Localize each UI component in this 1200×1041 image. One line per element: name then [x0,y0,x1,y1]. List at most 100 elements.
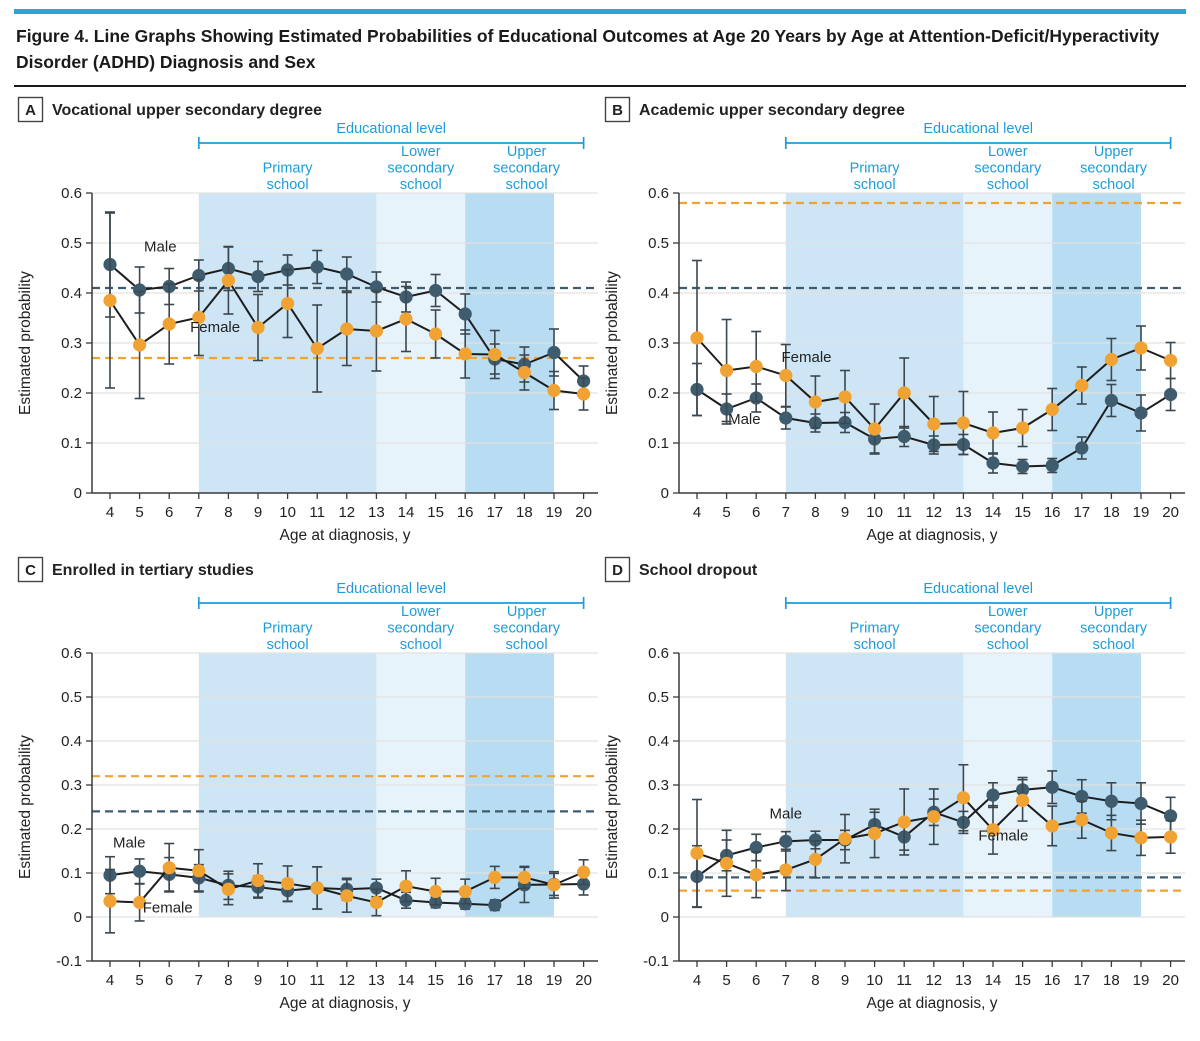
data-point [720,363,734,377]
series-label-male: Male [728,411,761,428]
series-label-female: Female [143,899,193,916]
data-point [690,846,704,860]
data-point [1164,808,1178,822]
y-tick-label: 0.5 [61,235,82,252]
band-label-line: school [506,177,548,193]
x-tick-label: 13 [368,504,385,521]
y-tick-label: 0 [74,485,82,502]
x-tick-label: 10 [866,504,883,521]
x-tick-label: 12 [925,504,942,521]
data-point [1016,420,1030,435]
x-tick-label: 7 [195,972,203,989]
x-axis-title: Age at diagnosis, y [867,995,998,1012]
x-tick-label: 7 [782,972,790,989]
y-tick-label: 0.6 [61,645,82,662]
panel-title: Academic upper secondary degree [639,102,905,119]
x-tick-label: 15 [1014,504,1031,521]
y-axis-title: Estimated probability [17,734,34,878]
panel-title: School dropout [639,562,758,579]
y-tick-label: 0.5 [61,689,82,706]
data-point [1164,829,1178,844]
x-tick-label: 4 [693,504,701,521]
data-point [1045,818,1059,833]
band-label-line: Upper [507,144,547,160]
series-label-male: Male [770,805,803,822]
data-point [547,877,561,891]
data-point [808,852,822,866]
series-female: Female [690,763,1178,908]
band-label-line: school [267,637,309,653]
panel-header: B Academic upper secondary degree [604,96,905,122]
data-point [399,311,413,326]
reference-lines [679,875,1185,892]
data-point [986,788,1000,802]
data-point [897,814,911,829]
y-axis-title: Estimated probability [604,734,621,878]
data-point [1045,458,1059,472]
data-point [1134,796,1148,810]
title-divider [14,84,1186,87]
band-label-line: Upper [507,604,547,620]
y-tick-label: 0.6 [648,645,669,662]
band-label-line: secondary [1080,160,1148,176]
y-tick-label: 0.1 [648,865,669,882]
x-tick-label: 14 [398,972,415,989]
data-point [310,259,324,274]
top-rule [14,9,1186,14]
x-tick-label: 12 [925,972,942,989]
x-tick-label: 9 [841,972,849,989]
x-tick-label: 8 [811,972,819,989]
data-point [251,269,265,283]
y-tick-label: 0.2 [648,821,669,838]
data-point [1104,393,1118,407]
x-tick-label: 16 [1044,504,1061,521]
data-point [1104,794,1118,808]
x-tick-label: 8 [811,504,819,521]
data-point [369,323,383,338]
x-tick-label: 9 [254,504,262,521]
band-label-line: Lower [988,604,1028,620]
x-tick-label: 5 [135,504,143,521]
educational-level-bracket: Educational levelPrimaryschoolLowersecon… [197,581,585,653]
x-tick-label: 5 [722,504,730,521]
series-label-female: Female [190,319,240,336]
x-tick-label: 5 [722,972,730,989]
x-tick-label: 20 [1162,504,1179,521]
y-tick-label: 0.3 [648,777,669,794]
axes: 0 0.1 0.2 0.3 0.4 0.5 0.6 4 5 6 7 8 9 10 11 12 13 14 15 16 1… [17,185,598,544]
bracket-label: Educational level [923,121,1033,137]
data-point [1045,780,1059,794]
y-tick-label: 0.6 [648,185,669,202]
series-female: Female [103,211,591,411]
data-point [133,282,147,297]
x-tick-label: 9 [841,504,849,521]
x-axis-title: Age at diagnosis, y [867,527,998,544]
y-tick-label: 0.4 [648,733,669,750]
data-point [1164,353,1178,367]
data-point [340,321,354,336]
data-point [251,320,265,334]
x-tick-label: 4 [693,972,701,989]
y-tick-label: 0.5 [648,235,669,252]
educational-level-bracket: Educational levelPrimaryschoolLowersecon… [197,121,585,193]
x-tick-label: 18 [1103,972,1120,989]
data-point [1045,402,1059,416]
data-point [986,425,1000,440]
x-tick-label: 4 [106,504,114,521]
gridlines [92,651,598,918]
y-tick-label: -0.1 [56,953,82,970]
data-point [779,834,793,848]
band-label-line: Lower [401,144,441,160]
panel-letter: C [25,562,36,579]
bracket-label: Educational level [336,581,446,597]
data-point [838,389,852,404]
x-tick-label: 7 [195,504,203,521]
x-tick-label: 15 [427,504,444,521]
data-point [547,345,561,359]
data-point [133,337,147,352]
x-tick-label: 18 [516,972,533,989]
y-tick-label: 0.3 [61,335,82,352]
data-point [927,416,941,431]
data-point [1075,812,1089,826]
data-point [429,326,443,341]
